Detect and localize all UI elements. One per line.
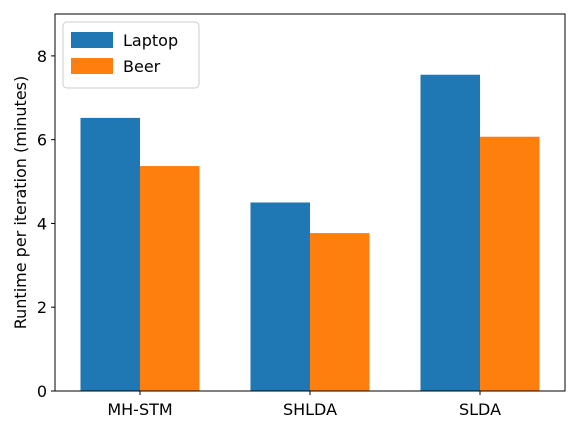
legend-swatch-laptop xyxy=(71,32,113,48)
x-tick-label: SHLDA xyxy=(283,400,337,419)
y-tick-label: 2 xyxy=(37,298,47,317)
bar-beer-mh-stm xyxy=(140,166,200,391)
y-tick-label: 0 xyxy=(37,382,47,401)
y-tick-label: 4 xyxy=(37,214,47,233)
legend-swatch-beer xyxy=(71,58,113,74)
x-axis-ticks: MH-STM SHLDA SLDA xyxy=(107,391,501,419)
legend-label-beer: Beer xyxy=(123,57,161,76)
y-axis-label: Runtime per iteration (minutes) xyxy=(11,76,30,330)
bar-beer-slda xyxy=(480,136,540,391)
y-tick-label: 8 xyxy=(37,47,47,66)
bar-beer-shlda xyxy=(310,233,370,391)
bar-laptop-slda xyxy=(420,74,480,391)
bars-group xyxy=(80,74,540,391)
legend: Laptop Beer xyxy=(62,21,200,89)
legend-label-laptop: Laptop xyxy=(123,31,178,50)
x-tick-label: MH-STM xyxy=(107,400,172,419)
y-axis-ticks: 0 2 4 6 8 xyxy=(37,47,55,401)
y-tick-label: 6 xyxy=(37,131,47,150)
x-tick-label: SLDA xyxy=(459,400,501,419)
bar-laptop-mh-stm xyxy=(80,117,140,391)
bar-laptop-shlda xyxy=(250,202,310,391)
